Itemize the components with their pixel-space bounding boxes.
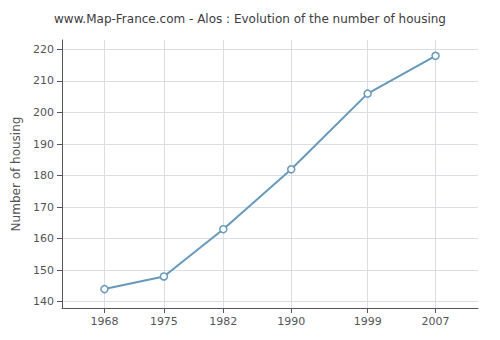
svg-text:200: 200	[33, 106, 54, 119]
svg-text:210: 210	[33, 74, 54, 87]
svg-text:150: 150	[33, 264, 54, 277]
svg-text:190: 190	[33, 138, 54, 151]
svg-text:170: 170	[33, 201, 54, 214]
svg-text:1990: 1990	[277, 315, 305, 328]
svg-text:www.Map-France.com - Alos : Ev: www.Map-France.com - Alos : Evolution of…	[54, 12, 446, 26]
svg-text:1968: 1968	[90, 315, 118, 328]
svg-text:1999: 1999	[354, 315, 382, 328]
svg-text:1975: 1975	[150, 315, 178, 328]
svg-text:140: 140	[33, 295, 54, 308]
svg-text:180: 180	[33, 169, 54, 182]
svg-text:2007: 2007	[422, 315, 450, 328]
svg-text:160: 160	[33, 232, 54, 245]
svg-text:Number of housing: Number of housing	[9, 117, 23, 232]
svg-text:1982: 1982	[209, 315, 237, 328]
svg-text:220: 220	[33, 43, 54, 56]
